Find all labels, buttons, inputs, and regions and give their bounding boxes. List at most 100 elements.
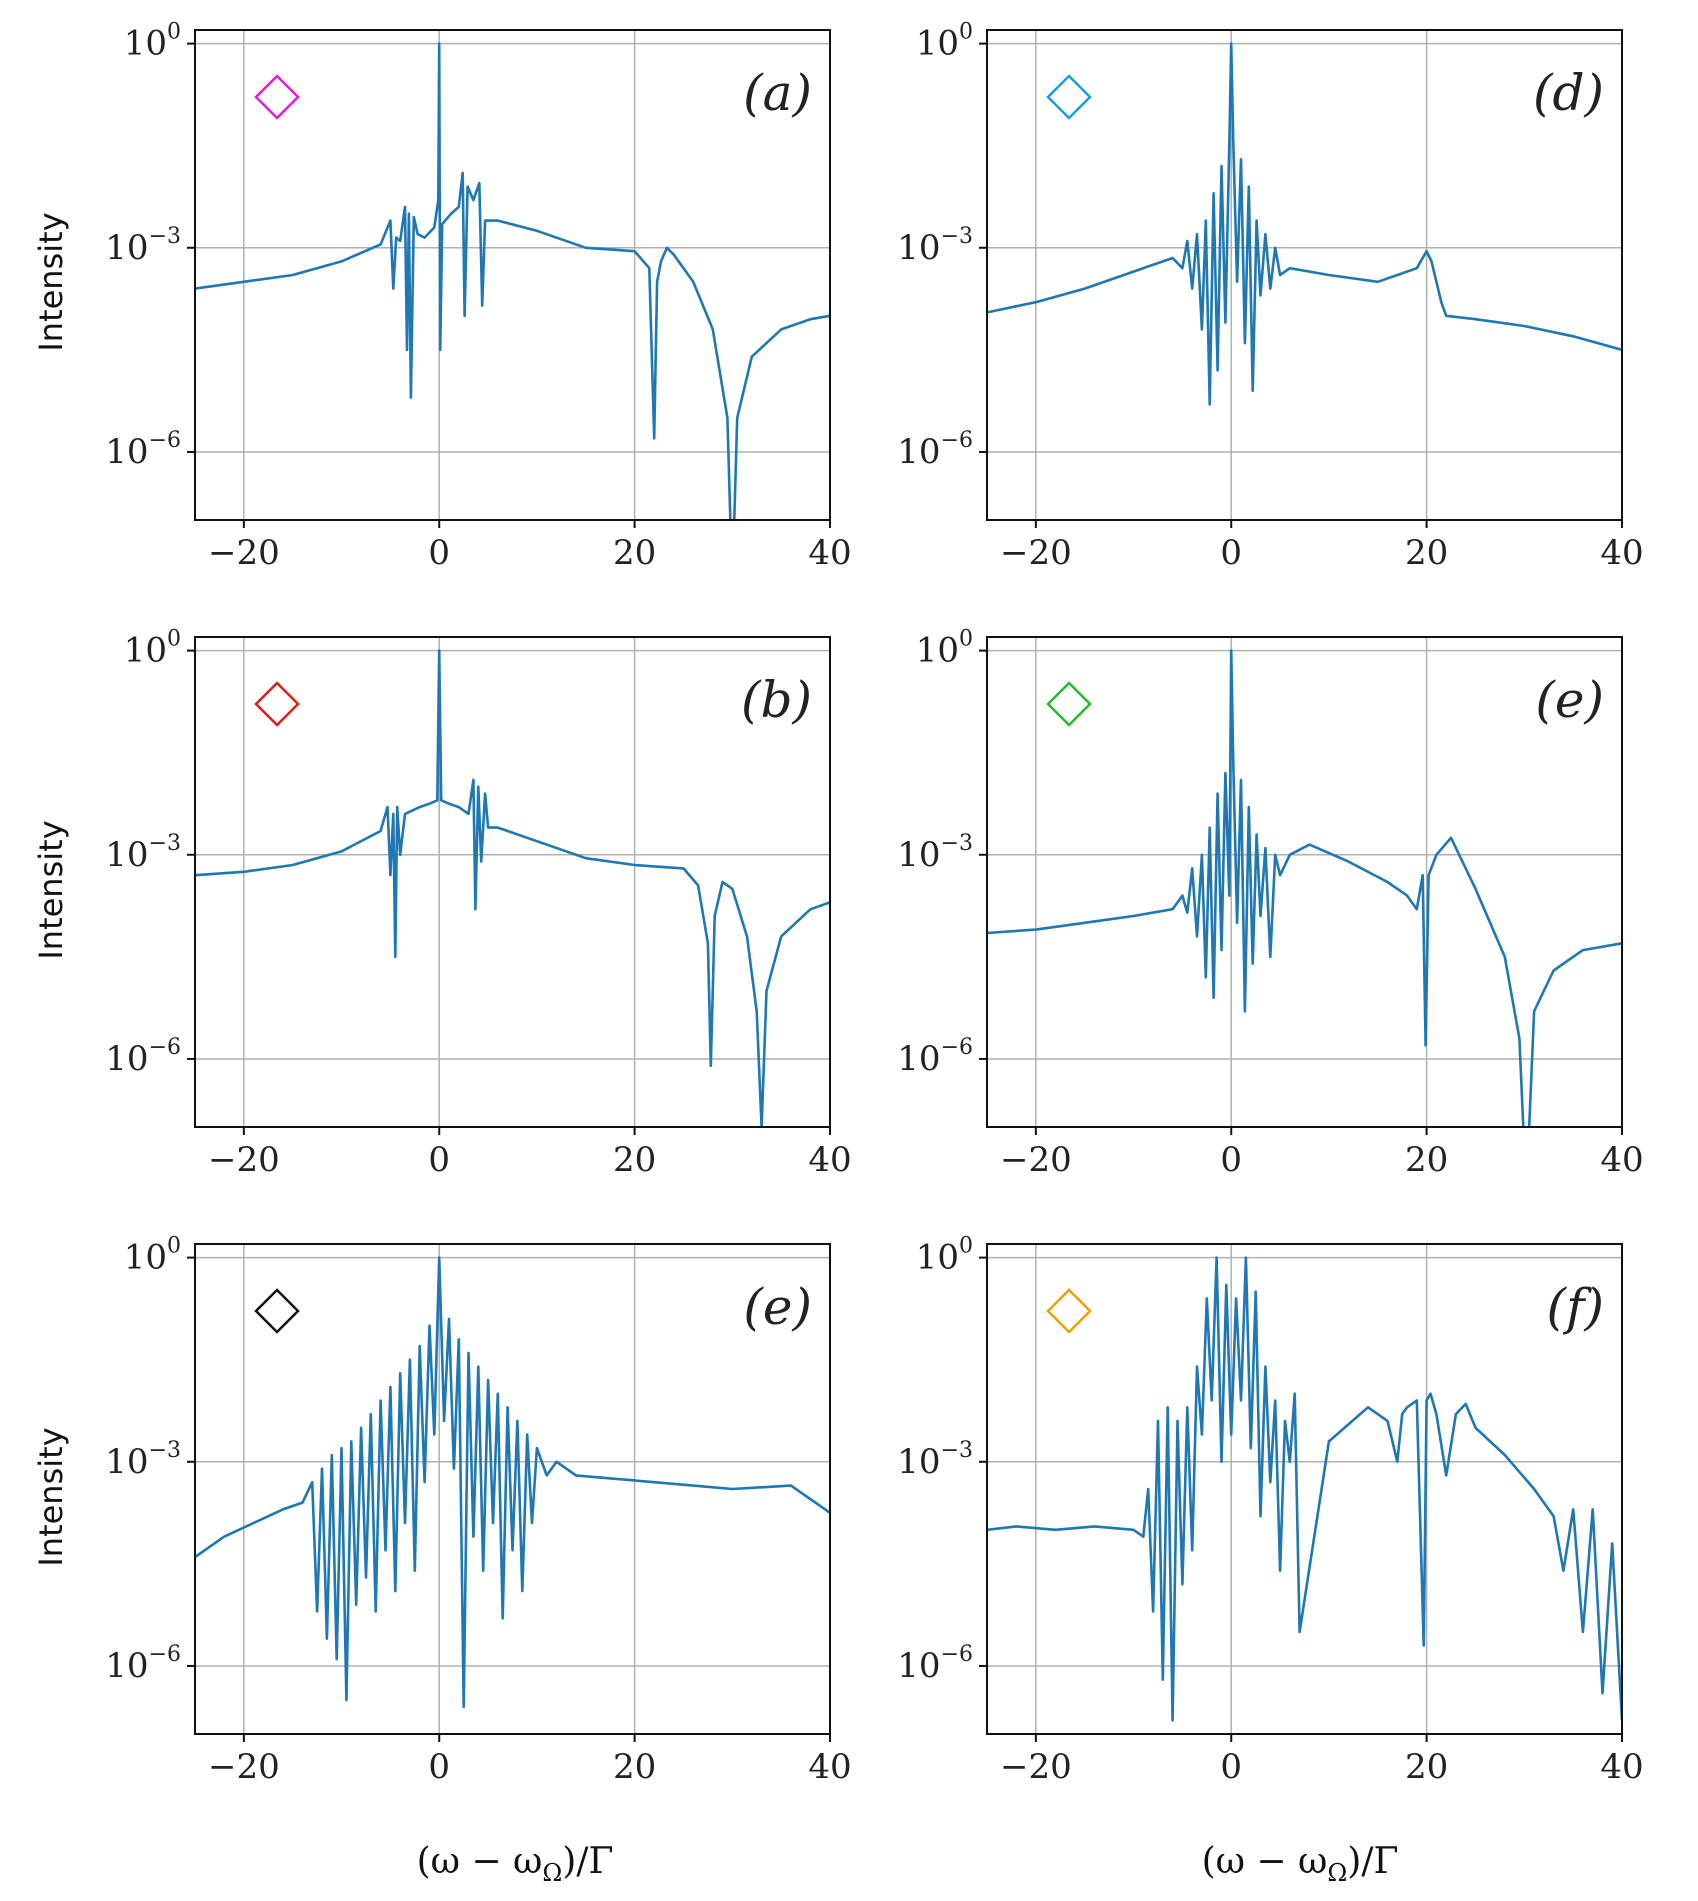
series-line: [195, 649, 830, 1127]
y-tick-label: 100: [916, 20, 973, 64]
series-line: [987, 42, 1622, 406]
y-tick-sup: −6: [941, 1035, 973, 1060]
y-tick-base: 10: [897, 1039, 940, 1079]
x-tick-label: −20: [208, 1140, 280, 1180]
xlabel-left-sub: Ω: [542, 1859, 562, 1887]
y-tick-label: 100: [916, 1234, 973, 1278]
series-line: [987, 649, 1622, 1127]
axes-frame: [194, 29, 831, 521]
xlabel-left: (ω − ωΩ)/Γ: [417, 1841, 614, 1887]
y-tick-sup: 0: [959, 627, 973, 652]
marker-diamond: [254, 1288, 300, 1334]
xlabel-right: (ω − ωΩ)/Γ: [1202, 1841, 1399, 1887]
ylabel-row-3: Intensity: [32, 1427, 70, 1566]
x-tick-label: −20: [1000, 1747, 1072, 1787]
x-tick-label: 0: [1220, 1140, 1242, 1180]
x-tick-label: 20: [1405, 1140, 1448, 1180]
y-tick-base: 10: [916, 631, 959, 671]
x-tick-label: 20: [613, 1747, 656, 1787]
y-tick-base: 10: [897, 1442, 940, 1482]
y-tick-label: 10−6: [897, 1642, 973, 1686]
y-tick-label: 10−3: [897, 1438, 973, 1482]
y-tick-sup: 0: [959, 1234, 973, 1259]
y-tick-base: 10: [897, 228, 940, 268]
marker-diamond: [1046, 74, 1092, 120]
y-tick-label: 10−6: [105, 428, 181, 472]
y-tick-base: 10: [897, 432, 940, 472]
y-tick-label: 100: [124, 20, 181, 64]
axes-frame: [194, 1243, 831, 1735]
y-tick-sup: 0: [167, 627, 181, 652]
y-tick-sup: −6: [941, 428, 973, 453]
marker-diamond: [254, 74, 300, 120]
panel-label: (e): [743, 1278, 812, 1336]
y-tick-base: 10: [105, 228, 148, 268]
y-tick-base: 10: [105, 835, 148, 875]
y-tick-base: 10: [105, 1039, 148, 1079]
x-tick-label: 40: [1600, 533, 1643, 573]
y-tick-base: 10: [105, 1646, 148, 1686]
x-tick-label: 20: [613, 533, 656, 573]
panel-label: (d): [1533, 64, 1604, 122]
y-tick-sup: −3: [941, 831, 973, 856]
x-tick-label: 40: [1600, 1747, 1643, 1787]
xlabel-right-open: (ω − ω: [1202, 1841, 1328, 1882]
xlabel-left-open: (ω − ω: [417, 1841, 543, 1882]
x-tick-label: 40: [808, 1140, 851, 1180]
y-tick-sup: −6: [149, 1035, 181, 1060]
x-tick-label: 40: [808, 533, 851, 573]
y-tick-label: 10−3: [105, 831, 181, 875]
panel-label: (e): [1535, 671, 1604, 729]
y-tick-sup: −6: [941, 1642, 973, 1667]
ylabel-row-1: Intensity: [32, 212, 70, 351]
x-tick-label: 0: [1220, 533, 1242, 573]
y-tick-sup: −3: [149, 224, 181, 249]
x-tick-label: 20: [1405, 533, 1448, 573]
y-tick-label: 10−6: [897, 428, 973, 472]
y-tick-sup: −3: [941, 224, 973, 249]
x-tick-label: 20: [613, 1140, 656, 1180]
x-tick-label: 0: [428, 533, 450, 573]
y-tick-base: 10: [105, 432, 148, 472]
x-tick-label: 20: [1405, 1747, 1448, 1787]
series-line: [195, 1256, 830, 1709]
marker-diamond: [1046, 681, 1092, 727]
y-tick-base: 10: [916, 1238, 959, 1278]
y-tick-sup: −6: [149, 428, 181, 453]
axes-frame: [986, 1243, 1623, 1735]
x-tick-label: −20: [208, 533, 280, 573]
axes-frame: [986, 636, 1623, 1128]
y-tick-label: 10−6: [897, 1035, 973, 1079]
y-tick-label: 10−6: [105, 1035, 181, 1079]
y-tick-sup: −6: [149, 1642, 181, 1667]
y-tick-label: 10−3: [897, 224, 973, 268]
x-tick-label: 40: [1600, 1140, 1643, 1180]
y-tick-sup: 0: [959, 20, 973, 45]
xlabel-left-close: )/Γ: [562, 1841, 613, 1882]
x-tick-label: 0: [428, 1747, 450, 1787]
y-tick-sup: −3: [149, 1438, 181, 1463]
series-line: [987, 1256, 1622, 1722]
y-tick-base: 10: [124, 1238, 167, 1278]
y-tick-label: 100: [124, 1234, 181, 1278]
y-tick-label: 10−3: [105, 1438, 181, 1482]
ylabel-row-2: Intensity: [32, 820, 70, 959]
axes-frame: [986, 29, 1623, 521]
x-tick-label: 0: [1220, 1747, 1242, 1787]
y-tick-label: 10−3: [897, 831, 973, 875]
xlabel-right-close: )/Γ: [1347, 1841, 1398, 1882]
y-tick-base: 10: [897, 1646, 940, 1686]
series-line: [195, 42, 830, 520]
y-tick-sup: −3: [149, 831, 181, 856]
panel-label: (b): [741, 671, 812, 729]
x-tick-label: 40: [808, 1747, 851, 1787]
x-tick-label: −20: [208, 1747, 280, 1787]
marker-diamond: [254, 681, 300, 727]
marker-diamond: [1046, 1288, 1092, 1334]
